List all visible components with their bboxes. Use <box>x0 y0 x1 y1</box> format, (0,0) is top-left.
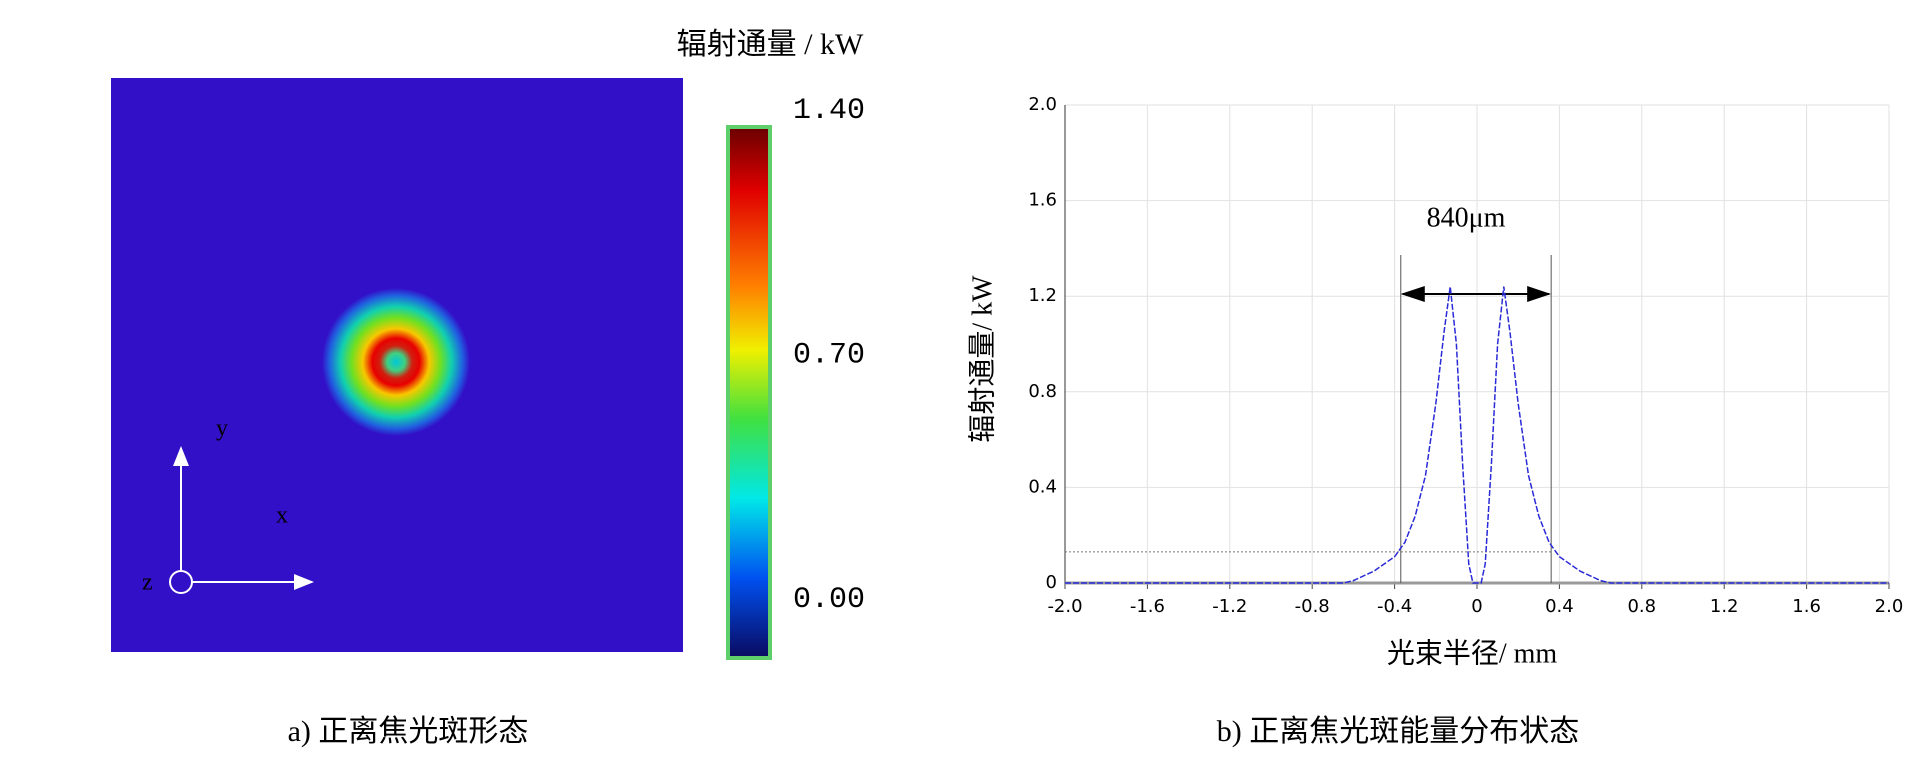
colorbar-tick-label: 0.00 <box>793 583 865 617</box>
axis-label: z <box>142 570 153 596</box>
x-tick-label: 1.6 <box>1792 596 1821 617</box>
caption: a) 正离焦光斑形态 <box>288 715 529 748</box>
annotation: 840μm <box>1427 202 1506 233</box>
x-tick-label: 2.0 <box>1875 596 1904 617</box>
y-tick-label: 1.2 <box>1028 285 1057 306</box>
x-tick-label: 1.2 <box>1710 596 1739 617</box>
axis-label: y <box>216 416 228 442</box>
x-tick-label: -1.2 <box>1212 596 1247 617</box>
y-tick-label: 1.6 <box>1028 190 1057 211</box>
y-tick-label: 0 <box>1046 572 1057 593</box>
axis-label: x <box>276 503 288 529</box>
y-axis-label: 辐射通量/ kW <box>966 275 998 443</box>
colorbar-tick-label: 1.40 <box>793 94 865 128</box>
x-tick-label: -1.6 <box>1130 596 1165 617</box>
x-tick-label: 0.4 <box>1545 596 1574 617</box>
x-tick-label: -0.4 <box>1377 596 1412 617</box>
x-tick-label: -0.8 <box>1295 596 1330 617</box>
x-tick-label: 0 <box>1471 596 1482 617</box>
x-axis-label: 光束半径/ mm <box>1387 637 1558 669</box>
spot <box>322 288 470 436</box>
y-tick-label: 0.8 <box>1028 381 1057 402</box>
x-tick-label: -2.0 <box>1047 596 1082 617</box>
line <box>1065 286 1889 584</box>
colorbar-label: 辐射通量 / kW <box>677 28 864 61</box>
caption: b) 正离焦光斑能量分布状态 <box>1217 715 1580 748</box>
colorbar-tick-label: 0.70 <box>793 338 865 372</box>
colorbar <box>726 125 772 660</box>
y-tick-label: 0.4 <box>1028 476 1057 497</box>
x-tick-label: 0.8 <box>1627 596 1656 617</box>
y-tick-label: 2.0 <box>1028 94 1057 115</box>
z-axis-circle <box>169 570 193 594</box>
